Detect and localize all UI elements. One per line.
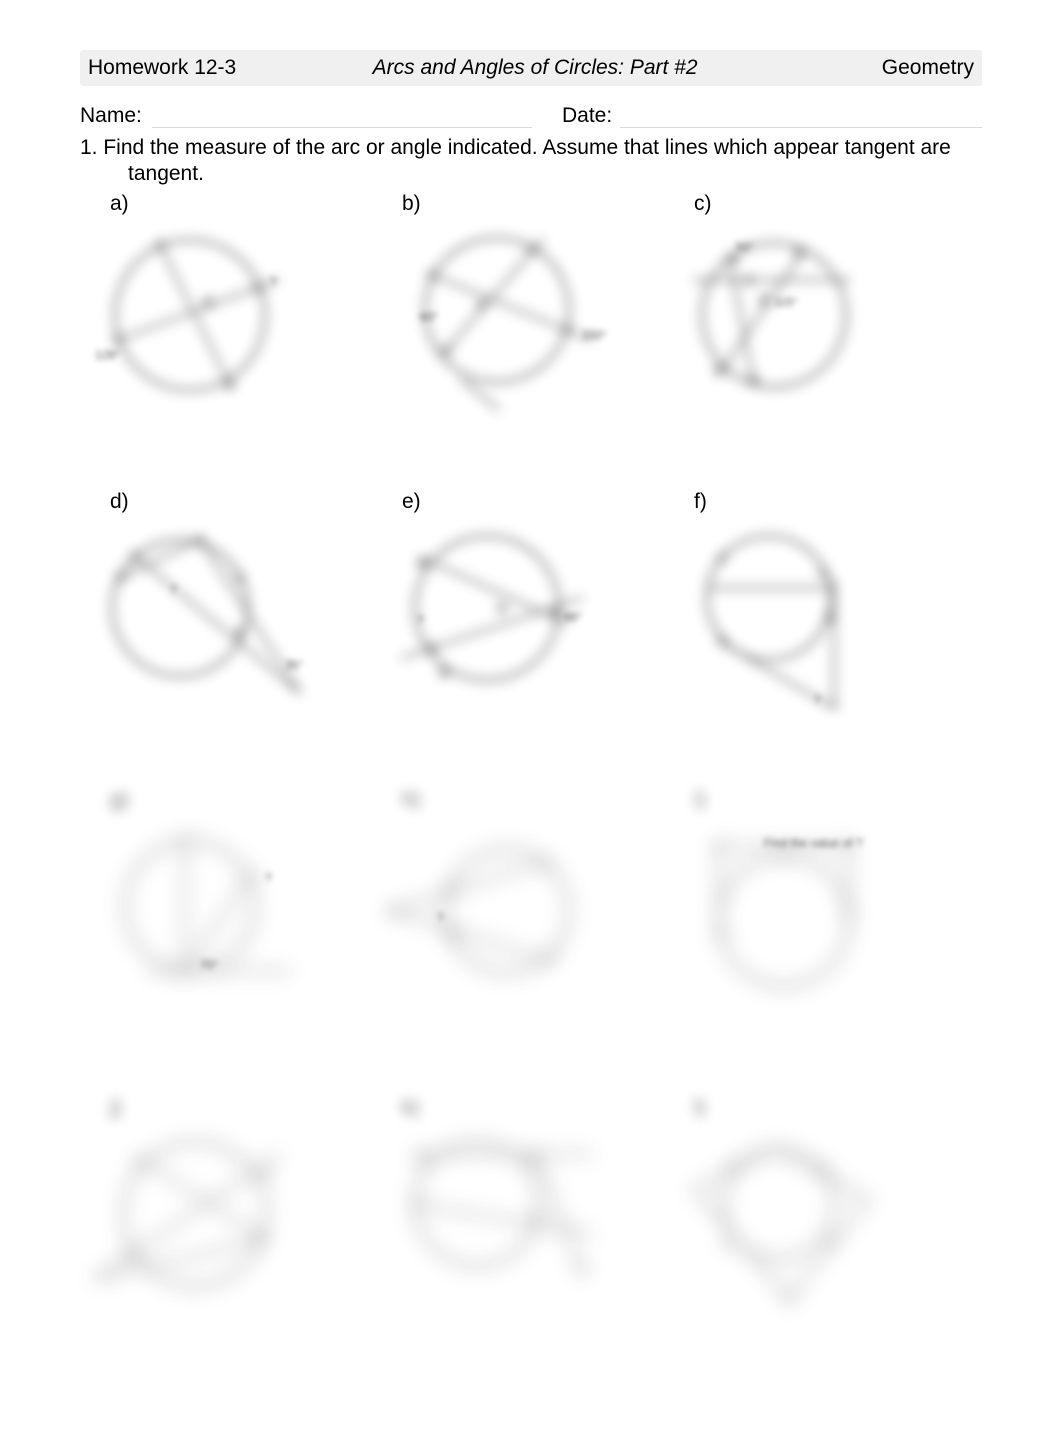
diagram-label: 150°	[582, 328, 607, 342]
diagram-label: 35°	[285, 658, 303, 672]
problem-label-b: b)	[402, 192, 652, 216]
problem-g: g)? 70°	[80, 788, 360, 1016]
diagram-f: ?	[674, 518, 894, 708]
diagram-label: 70°	[200, 958, 218, 972]
problem-b: b)60°150°	[372, 192, 652, 410]
problem-i: i) Find the value of ?	[664, 788, 944, 1016]
diagram-label: ?	[417, 613, 424, 627]
date-label: Date:	[562, 104, 620, 128]
problem-h: h)?	[372, 788, 652, 1016]
name-label: Name:	[80, 104, 152, 128]
problem-e: e)? 88°	[372, 490, 652, 708]
problem-label-a: a)	[110, 192, 360, 216]
problem-label-i: i)	[694, 788, 944, 812]
diagram-i: Find the value of ?	[674, 816, 894, 1016]
worksheet-header: Homework 12-3 Arcs and Angles of Circles…	[80, 50, 982, 86]
problem-label-h: h)	[402, 788, 652, 812]
name-date-row: Name: Date:	[80, 104, 982, 128]
instruction-line2: tangent.	[128, 162, 982, 186]
problem-label-j: j)	[110, 1096, 360, 1120]
diagram-label: ?	[265, 871, 272, 885]
header-subject: Geometry	[834, 56, 974, 80]
problem-l: l)	[664, 1096, 944, 1324]
diagram-j	[90, 1124, 310, 1324]
diagram-b: 60°150°	[382, 220, 602, 410]
problem-label-g: g)	[110, 788, 360, 812]
diagram-label: ?	[814, 693, 821, 707]
problem-label-l: l)	[694, 1096, 944, 1120]
problem-grid: a)?128°b)60°150°c)50°115°d)?35°e)?88°f)?…	[80, 192, 982, 1404]
problem-label-e: e)	[402, 490, 652, 514]
problem-a: a)? 128°	[80, 192, 360, 410]
problem-d: d)? 35°	[80, 490, 360, 708]
name-blank[interactable]	[152, 104, 532, 128]
problem-label-d: d)	[110, 490, 360, 514]
diagram-label: 60°	[420, 310, 438, 324]
diagram-label: 128°	[95, 348, 120, 362]
problem-label-k: k)	[402, 1096, 652, 1120]
problem-label-c: c)	[694, 192, 944, 216]
diagram-a: ? 128°	[90, 220, 310, 410]
instruction-line1: 1. Find the measure of the arc or angle …	[104, 134, 982, 162]
diagram-h: ?	[382, 816, 602, 1016]
diagram-label: ?	[437, 911, 444, 925]
problem-label-f: f)	[694, 490, 944, 514]
diagram-label: ?	[170, 583, 177, 597]
diagram-c: 50° 115°	[674, 220, 894, 410]
diagram-label: 88°	[564, 610, 582, 624]
problem-c: c) 50° 115°	[664, 192, 944, 410]
diagram-k	[382, 1124, 602, 1324]
problem-k: k)	[372, 1096, 652, 1324]
diagram-l	[674, 1124, 894, 1324]
date-blank[interactable]	[620, 104, 982, 128]
diagram-label: 115°	[774, 295, 798, 309]
diagram-label: Find the value of ?	[764, 836, 863, 850]
diagram-d: ? 35°	[90, 518, 310, 708]
problem-f: f)?	[664, 490, 944, 708]
diagram-g: ? 70°	[90, 816, 310, 1016]
header-left: Homework 12-3	[88, 56, 236, 80]
diagram-label: 50°	[736, 240, 754, 254]
problem-j: j)	[80, 1096, 360, 1324]
diagram-label: ?	[270, 275, 277, 289]
diagram-e: ? 88°	[382, 518, 602, 708]
header-title: Arcs and Angles of Circles: Part #2	[236, 56, 834, 80]
